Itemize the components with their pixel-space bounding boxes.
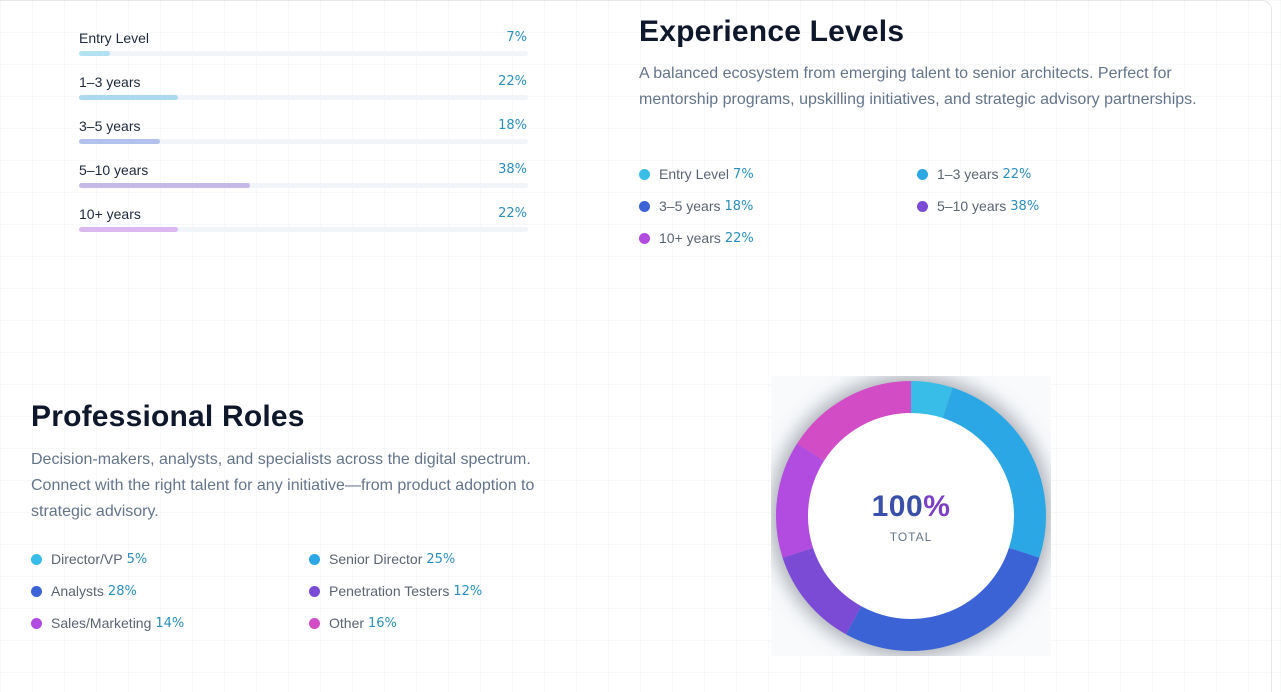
experience-description: A balanced ecosystem from emerging talen… [639, 65, 1197, 108]
legend-value: 25% [426, 551, 456, 567]
experience-row: 5–10 years 38% [79, 146, 528, 190]
experience-legend-item: 3–5 years 18% [639, 197, 917, 215]
experience-row-fill [79, 183, 250, 188]
legend-value: 14% [155, 615, 185, 631]
legend-dot-icon [639, 200, 650, 212]
roles-donut-chart: 100% TOTAL [771, 376, 1051, 656]
experience-row-percent: 7% [506, 30, 527, 45]
legend-value: 7% [733, 166, 754, 182]
experience-row-track [79, 139, 528, 144]
experience-legend: Entry Level 7% 1–3 years 22% 3–5 years 1… [639, 165, 1195, 247]
legend-label: Sales/Marketing [51, 615, 152, 631]
donut-center: 100% TOTAL [771, 490, 1051, 544]
legend-label: Entry Level [659, 166, 730, 182]
experience-row: 10+ years 22% [79, 190, 528, 234]
experience-row-percent: 22% [498, 206, 527, 221]
legend-dot-icon [639, 232, 650, 244]
donut-segment-director-vp [910, 381, 953, 419]
donut-segments [776, 381, 1046, 651]
experience-legend-item: 1–3 years 22% [917, 165, 1195, 183]
legend-label: Senior Director [329, 551, 423, 567]
legend-value: 5% [126, 551, 148, 567]
experience-row: 1–3 years 22% [79, 58, 528, 102]
legend-label: 5–10 years [937, 198, 1007, 214]
experience-row-percent: 22% [498, 74, 527, 89]
roles-legend-item: Director/VP 5% [31, 550, 309, 568]
roles-legend-item: Penetration Testers 12% [309, 582, 587, 600]
donut-hole [805, 410, 1017, 622]
roles-legend-item: Other 16% [309, 614, 587, 632]
legend-dot-icon [309, 617, 320, 629]
experience-row-label: Entry Level [79, 30, 150, 46]
donut-total-value: 100% [771, 490, 1051, 524]
experience-row-track [79, 95, 528, 100]
donut-svg [771, 376, 1051, 656]
experience-bar-list: Entry Level 7% 1–3 years 22% 3–5 years 1… [79, 14, 528, 234]
legend-label: Director/VP [51, 551, 123, 567]
legend-label: 1–3 years [937, 166, 999, 182]
legend-value: 38% [1010, 198, 1040, 214]
legend-label: Other [329, 615, 365, 631]
experience-row-track [79, 183, 528, 188]
legend-value: 22% [724, 230, 754, 246]
experience-row-fill [79, 139, 160, 144]
legend-label: 3–5 years [659, 198, 721, 214]
experience-row-fill [79, 51, 111, 56]
legend-value: 22% [1002, 166, 1032, 182]
experience-row-label: 3–5 years [79, 118, 141, 134]
roles-legend-item: Senior Director 25% [309, 550, 587, 568]
roles-legend-item: Analysts 28% [31, 582, 309, 600]
donut-segment-penetration-testers [782, 547, 862, 635]
roles-legend: Director/VP 5% Senior Director 25% Analy… [31, 550, 587, 632]
legend-dot-icon [31, 553, 42, 565]
legend-label: Analysts [51, 583, 104, 599]
legend-value: 28% [107, 583, 137, 599]
experience-row-percent: 18% [498, 118, 527, 133]
donut-segment-sales-marketing [776, 443, 825, 558]
experience-row-fill [79, 227, 178, 232]
experience-title: Experience Levels [639, 15, 905, 48]
legend-dot-icon [917, 200, 928, 212]
roles-description: Decision-makers, analysts, and specialis… [31, 451, 535, 520]
experience-legend-item: 5–10 years 38% [917, 197, 1195, 215]
donut-segment-analysts [845, 547, 1040, 651]
experience-legend-item: Entry Level 7% [639, 165, 917, 183]
legend-dot-icon [31, 585, 42, 597]
experience-row: Entry Level 7% [79, 14, 528, 58]
experience-row-fill [79, 95, 178, 100]
experience-legend-item: 10+ years 22% [639, 229, 917, 247]
roles-title: Professional Roles [31, 400, 305, 433]
experience-row-label: 10+ years [79, 206, 141, 222]
experience-row-track [79, 51, 528, 56]
legend-dot-icon [639, 168, 650, 180]
experience-row-label: 1–3 years [79, 74, 141, 90]
legend-value: 18% [724, 198, 754, 214]
donut-segment-senior-director [942, 387, 1046, 558]
experience-row-label: 5–10 years [79, 162, 149, 178]
legend-label: 10+ years [659, 230, 721, 246]
experience-row-percent: 38% [498, 162, 527, 177]
legend-label: Penetration Testers [329, 583, 450, 599]
donut-total-suffix: % [923, 490, 951, 523]
legend-dot-icon [309, 585, 320, 597]
donut-segment-other [797, 381, 912, 462]
legend-dot-icon [309, 553, 320, 565]
experience-row-track [79, 227, 528, 232]
donut-total-number: 100 [871, 490, 924, 523]
donut-total-label: TOTAL [889, 530, 933, 544]
legend-dot-icon [917, 168, 928, 180]
legend-dot-icon [31, 617, 42, 629]
roles-legend-item: Sales/Marketing 14% [31, 614, 309, 632]
experience-row: 3–5 years 18% [79, 102, 528, 146]
legend-value: 12% [453, 583, 483, 599]
legend-value: 16% [368, 615, 397, 631]
